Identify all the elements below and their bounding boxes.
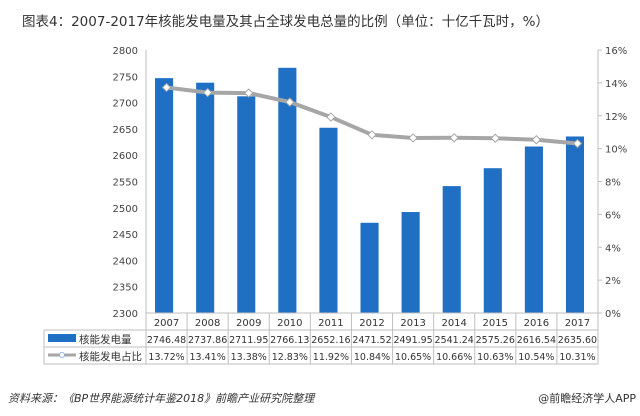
bar-value-cell: 2766.13 — [270, 335, 309, 346]
category-label: 2016 — [524, 318, 549, 329]
left-tick-label: 2450 — [113, 230, 138, 241]
left-tick-label: 2550 — [113, 178, 138, 189]
category-label: 2015 — [483, 318, 508, 329]
bar-value-cell: 2616.54 — [517, 335, 556, 346]
share-value-cell: 13.38% — [231, 352, 267, 363]
bar — [360, 222, 379, 313]
bar — [155, 78, 174, 313]
line-point — [490, 133, 500, 143]
source-note: 资料来源：《BP世界能源统计年鉴2018》前瞻产业研究院整理 — [8, 392, 315, 405]
share-value-cell: 10.66% — [436, 352, 472, 363]
line-point — [161, 82, 172, 93]
share-value-cell: 10.63% — [477, 352, 513, 363]
bar — [237, 96, 256, 313]
category-label: 2010 — [277, 318, 302, 329]
legend-bar-swatch — [48, 334, 76, 342]
line-point — [449, 133, 459, 143]
right-tick-label: 2% — [605, 276, 621, 287]
share-value-cell: 10.54% — [518, 352, 554, 363]
bar-value-cell: 2491.95 — [393, 335, 432, 346]
left-tick-label: 2500 — [113, 204, 138, 215]
bar — [524, 146, 543, 313]
line-point — [367, 130, 377, 140]
category-label: 2009 — [236, 318, 261, 329]
bar-value-cell: 2737.86 — [188, 335, 227, 346]
category-label: 2014 — [441, 318, 466, 329]
bar — [319, 127, 338, 313]
left-tick-label: 2700 — [113, 99, 138, 110]
share-value-cell: 11.92% — [313, 352, 349, 363]
chart-title: 图表4：2007-2017年核能发电量及其占全球发电总量的比例（单位：十亿千瓦时… — [22, 14, 549, 30]
bar-value-cell: 2635.60 — [558, 335, 597, 346]
line-point — [244, 88, 254, 98]
category-label: 2011 — [318, 318, 343, 329]
left-tick-label: 2600 — [113, 151, 138, 162]
category-label: 2008 — [195, 318, 220, 329]
right-tick-label: 8% — [605, 178, 621, 189]
right-tick-label: 12% — [605, 112, 627, 123]
left-tick-label: 2400 — [113, 256, 138, 267]
category-label: 2013 — [400, 318, 425, 329]
line-point — [408, 133, 418, 143]
line-point — [572, 138, 583, 149]
legend-line-marker — [59, 352, 65, 358]
category-label: 2017 — [565, 318, 590, 329]
share-value-cell: 10.65% — [395, 352, 431, 363]
legend-bar-label: 核能发电量 — [79, 333, 132, 346]
left-tick-label: 2300 — [113, 309, 138, 320]
share-value-cell: 13.41% — [190, 352, 226, 363]
category-label: 2007 — [154, 318, 179, 329]
bar — [278, 67, 297, 314]
bar — [196, 82, 215, 313]
legend-line-label: 核能发电占比 — [79, 350, 142, 363]
bar-value-cell: 2711.95 — [229, 335, 268, 346]
right-tick-label: 4% — [605, 243, 621, 254]
right-tick-label: 16% — [605, 46, 627, 57]
share-value-cell: 13.72% — [148, 352, 184, 363]
left-tick-label: 2650 — [113, 125, 138, 136]
left-tick-label: 2800 — [113, 46, 138, 57]
bar-value-cell: 2652.16 — [311, 335, 350, 346]
bar — [401, 212, 420, 313]
bar — [565, 136, 585, 313]
bar-value-cell: 2541.24 — [435, 335, 474, 346]
bar — [483, 168, 502, 313]
left-tick-label: 2350 — [113, 283, 138, 294]
share-value-cell: 10.31% — [559, 352, 595, 363]
share-value-cell: 12.83% — [272, 352, 308, 363]
bar-value-cell: 2471.52 — [352, 335, 391, 346]
line-point — [326, 112, 336, 122]
category-label: 2012 — [359, 318, 384, 329]
right-tick-label: 10% — [605, 145, 627, 156]
line-point — [285, 97, 295, 107]
right-tick-label: 6% — [605, 210, 621, 221]
right-tick-label: 0% — [605, 309, 621, 320]
line-point — [202, 87, 213, 98]
line-point — [531, 135, 542, 145]
bar-value-cell: 2575.26 — [476, 335, 515, 346]
right-tick-label: 14% — [605, 79, 627, 90]
bar — [442, 186, 461, 313]
left-tick-label: 2750 — [113, 72, 138, 83]
credit: @前瞻经济学人APP — [538, 392, 636, 405]
bar-value-cell: 2746.48 — [147, 335, 186, 346]
share-value-cell: 10.84% — [354, 352, 390, 363]
